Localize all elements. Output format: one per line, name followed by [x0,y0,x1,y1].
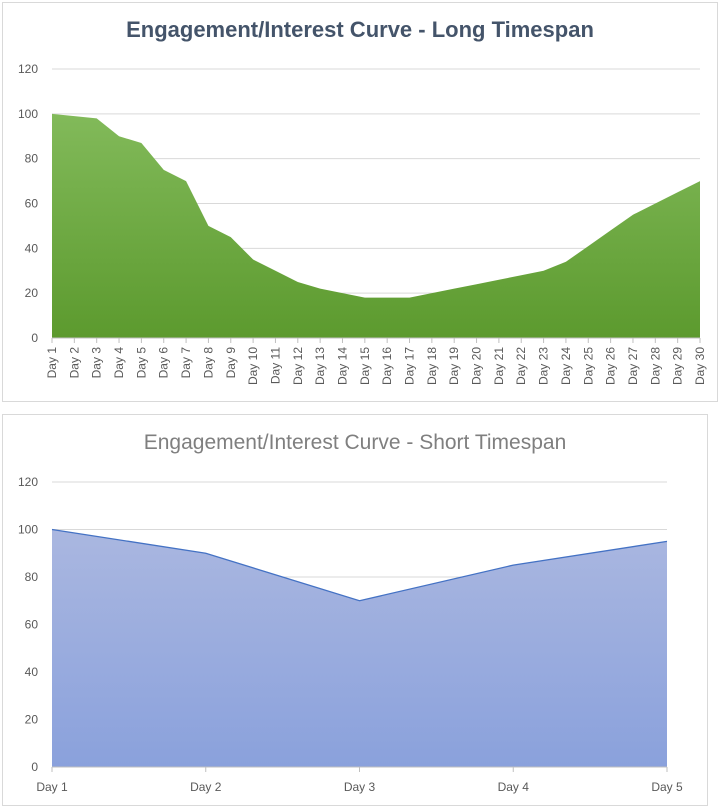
x-tick-label: Day 1 [45,347,59,379]
x-tick-label: Day 5 [134,347,148,379]
x-tick-label: Day 16 [380,347,394,385]
x-tick-label: Day 21 [492,347,506,385]
y-tick-label: 80 [25,570,39,584]
series-area [52,113,700,338]
x-tick-label: Day 6 [157,347,171,379]
x-tick-label: Day 1 [36,780,68,794]
x-tick-label: Day 7 [179,347,193,379]
x-tick-label: Day 14 [335,347,349,385]
x-tick-label: Day 22 [514,347,528,385]
y-tick-label: 120 [18,62,38,76]
chart-title: Engagement/Interest Curve - Long Timespa… [126,17,594,42]
x-tick-label: Day 30 [693,347,707,385]
long-timespan-chart: Engagement/Interest Curve - Long Timespa… [2,2,718,402]
x-tick-label: Day 2 [190,780,222,794]
y-tick-label: 100 [18,107,38,121]
y-tick-label: 20 [25,286,39,300]
x-tick-label: Day 20 [470,347,484,385]
x-tick-label: Day 4 [112,347,126,379]
y-tick-label: 20 [25,713,39,727]
long-timespan-plot: 0 20 40 60 80 100 120 Day 1 Day 2 Day 3 Day 4 Day 5… [18,62,707,385]
x-tick-label: Day 26 [604,347,618,385]
x-tick-label: Day 13 [313,347,327,385]
x-tick-label: Day 3 [344,780,376,794]
x-tick-label: Day 25 [581,347,595,385]
x-tick-label: Day 11 [268,347,282,384]
x-tick-label: Day 19 [447,347,461,385]
x-tick-label: Day 5 [651,780,683,794]
y-tick-label: 0 [31,760,38,774]
y-tick-label: 40 [25,241,39,255]
y-tick-label: 60 [25,618,39,632]
y-tick-label: 120 [18,475,38,489]
x-tick-label: Day 29 [671,347,685,385]
y-tick-label: 60 [25,197,39,211]
x-tick-label: Day 9 [224,347,238,379]
y-tick-label: 100 [18,523,38,537]
x-tick-label: Day 17 [403,347,417,385]
short-timespan-plot: 0 20 40 60 80 100 120 Day 1 Day 2 Day 3 Day 4 Day 5 [18,475,683,794]
x-tick-label: Day 8 [201,347,215,379]
x-tick-label: Day 3 [90,347,104,379]
y-tick-label: 80 [25,152,39,166]
series-line [51,528,668,602]
x-tick-label: Day 28 [648,347,662,385]
x-tick-label: Day 10 [246,347,260,385]
y-tick-label: 40 [25,665,39,679]
x-tick-label: Day 4 [498,780,530,794]
y-tick-label: 0 [31,331,38,345]
x-tick-label: Day 27 [626,347,640,385]
x-tick-label: Day 12 [291,347,305,385]
short-timespan-chart: Engagement/Interest Curve - Short Timesp… [2,414,708,806]
chart-title: Engagement/Interest Curve - Short Timesp… [143,431,567,454]
x-tick-label: Day 18 [425,347,439,385]
x-tick-label: Day 24 [559,347,573,385]
x-tick-label: Day 2 [67,347,81,379]
series-area [52,529,667,767]
x-tick-label: Day 23 [537,347,551,385]
x-tick-label: Day 15 [358,347,372,385]
